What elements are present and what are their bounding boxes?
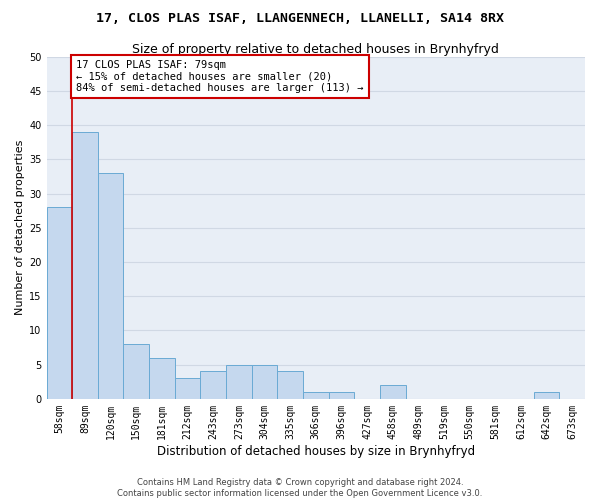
Title: Size of property relative to detached houses in Brynhyfryd: Size of property relative to detached ho… — [133, 42, 499, 56]
Text: 17, CLOS PLAS ISAF, LLANGENNECH, LLANELLI, SA14 8RX: 17, CLOS PLAS ISAF, LLANGENNECH, LLANELL… — [96, 12, 504, 26]
Bar — [226, 364, 251, 399]
Bar — [329, 392, 354, 399]
Bar — [200, 372, 226, 399]
Bar — [534, 392, 559, 399]
Bar — [303, 392, 329, 399]
Bar — [175, 378, 200, 399]
Bar — [277, 372, 303, 399]
Bar — [251, 364, 277, 399]
Y-axis label: Number of detached properties: Number of detached properties — [15, 140, 25, 316]
Bar — [72, 132, 98, 399]
X-axis label: Distribution of detached houses by size in Brynhyfryd: Distribution of detached houses by size … — [157, 444, 475, 458]
Bar — [149, 358, 175, 399]
Bar — [380, 385, 406, 399]
Bar — [124, 344, 149, 399]
Text: 17 CLOS PLAS ISAF: 79sqm
← 15% of detached houses are smaller (20)
84% of semi-d: 17 CLOS PLAS ISAF: 79sqm ← 15% of detach… — [76, 60, 364, 94]
Bar — [47, 207, 72, 399]
Text: Contains HM Land Registry data © Crown copyright and database right 2024.
Contai: Contains HM Land Registry data © Crown c… — [118, 478, 482, 498]
Bar — [98, 173, 124, 399]
